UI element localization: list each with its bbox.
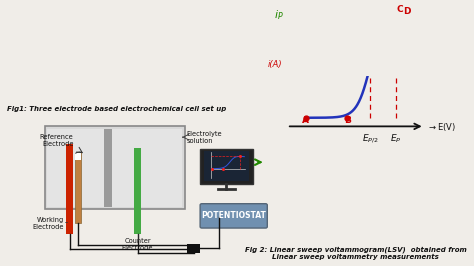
Bar <box>47 128 182 207</box>
Text: C: C <box>397 5 404 14</box>
Bar <box>203 151 249 181</box>
Text: $i_P$: $i_P$ <box>273 9 283 22</box>
Bar <box>45 126 185 209</box>
Text: Fig1: Three electrode based electrochemical cell set up: Fig1: Three electrode based electrochemi… <box>7 105 227 111</box>
Text: B: B <box>345 116 351 125</box>
Bar <box>187 244 200 253</box>
Text: Working
Electrode: Working Electrode <box>33 217 64 230</box>
Bar <box>75 151 81 223</box>
Bar <box>75 151 81 160</box>
Text: i(A): i(A) <box>268 60 282 69</box>
Text: Fig 2: Linear sweep voltammogram(LSV)  obtained from
Linear sweep voltammetry me: Fig 2: Linear sweep voltammogram(LSV) ob… <box>245 246 466 260</box>
Text: POTENTIOSTAT: POTENTIOSTAT <box>201 211 266 220</box>
FancyBboxPatch shape <box>200 204 267 228</box>
Text: $\rightarrow$E(V): $\rightarrow$E(V) <box>427 121 456 133</box>
Bar <box>200 149 253 184</box>
Bar <box>104 128 112 207</box>
Bar <box>134 148 141 234</box>
Text: Electrolyte
solution: Electrolyte solution <box>186 131 222 144</box>
Text: $E_P$: $E_P$ <box>391 132 402 145</box>
Text: Counter
Electrode: Counter Electrode <box>122 238 154 251</box>
Text: Reference
Electrode: Reference Electrode <box>40 134 73 147</box>
Text: D: D <box>403 7 410 16</box>
Text: $E_{P/2}$: $E_{P/2}$ <box>362 132 378 145</box>
Bar <box>66 144 73 234</box>
Text: A: A <box>302 116 309 125</box>
